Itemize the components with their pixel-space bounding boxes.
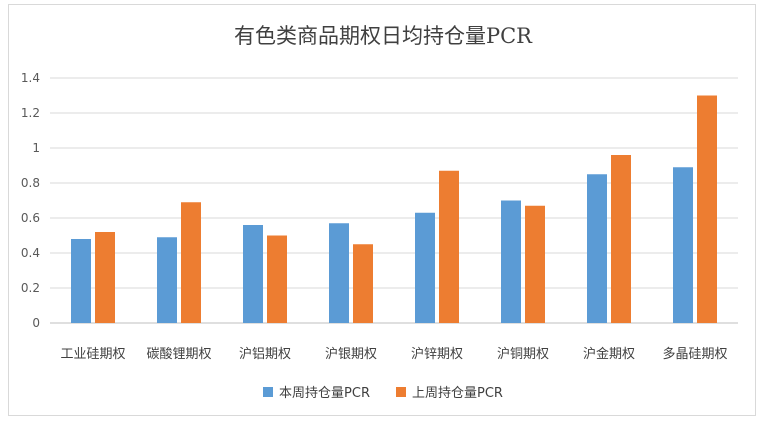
- x-tick-label: 工业硅期权: [60, 346, 125, 362]
- bar: [415, 212, 435, 323]
- legend-item-this-week: 本周持仓量PCR: [263, 382, 370, 401]
- x-tick-label: 沪锌期权: [411, 346, 463, 362]
- y-tick-label: 0.8: [21, 176, 40, 190]
- x-tick-label: 沪金期权: [583, 346, 635, 362]
- bar: [439, 170, 459, 323]
- chart-title: 有色类商品期权日均持仓量PCR: [233, 24, 532, 48]
- y-tick-label: 0.6: [21, 211, 40, 225]
- y-tick-label: 1.2: [21, 106, 40, 120]
- x-tick-label: 沪铝期权: [239, 346, 291, 362]
- y-tick-label: 1.4: [21, 71, 40, 85]
- y-tick-label: 0.2: [21, 281, 40, 295]
- bar: [329, 223, 349, 323]
- bar: [353, 244, 373, 323]
- x-tick-label: 沪银期权: [325, 346, 377, 362]
- legend-item-last-week: 上周持仓量PCR: [396, 382, 503, 401]
- bar: [697, 95, 717, 323]
- y-tick-label: 1: [32, 141, 40, 155]
- x-tick-label: 多晶硅期权: [662, 346, 727, 362]
- legend-label-last-week: 上周持仓量PCR: [412, 386, 503, 401]
- bar: [267, 235, 287, 323]
- x-tick-label: 碳酸锂期权: [146, 346, 211, 362]
- x-tick-label: 沪铜期权: [497, 346, 549, 362]
- y-tick-label: 0.4: [21, 246, 40, 260]
- bar: [587, 174, 607, 323]
- bar: [673, 167, 693, 323]
- bar: [95, 232, 115, 323]
- chart-legend: 本周持仓量PCR 上周持仓量PCR: [0, 382, 766, 401]
- legend-swatch-last-week: [396, 386, 406, 397]
- bar: [71, 239, 91, 323]
- bar: [157, 237, 177, 323]
- bar: [525, 205, 545, 323]
- chart-frame: [8, 4, 756, 416]
- bar: [501, 200, 521, 323]
- y-tick-label: 0: [32, 316, 40, 330]
- bar: [611, 155, 631, 323]
- bar: [181, 202, 201, 323]
- bar: [243, 225, 263, 323]
- legend-swatch-this-week: [263, 386, 274, 397]
- legend-label-this-week: 本周持仓量PCR: [279, 386, 370, 401]
